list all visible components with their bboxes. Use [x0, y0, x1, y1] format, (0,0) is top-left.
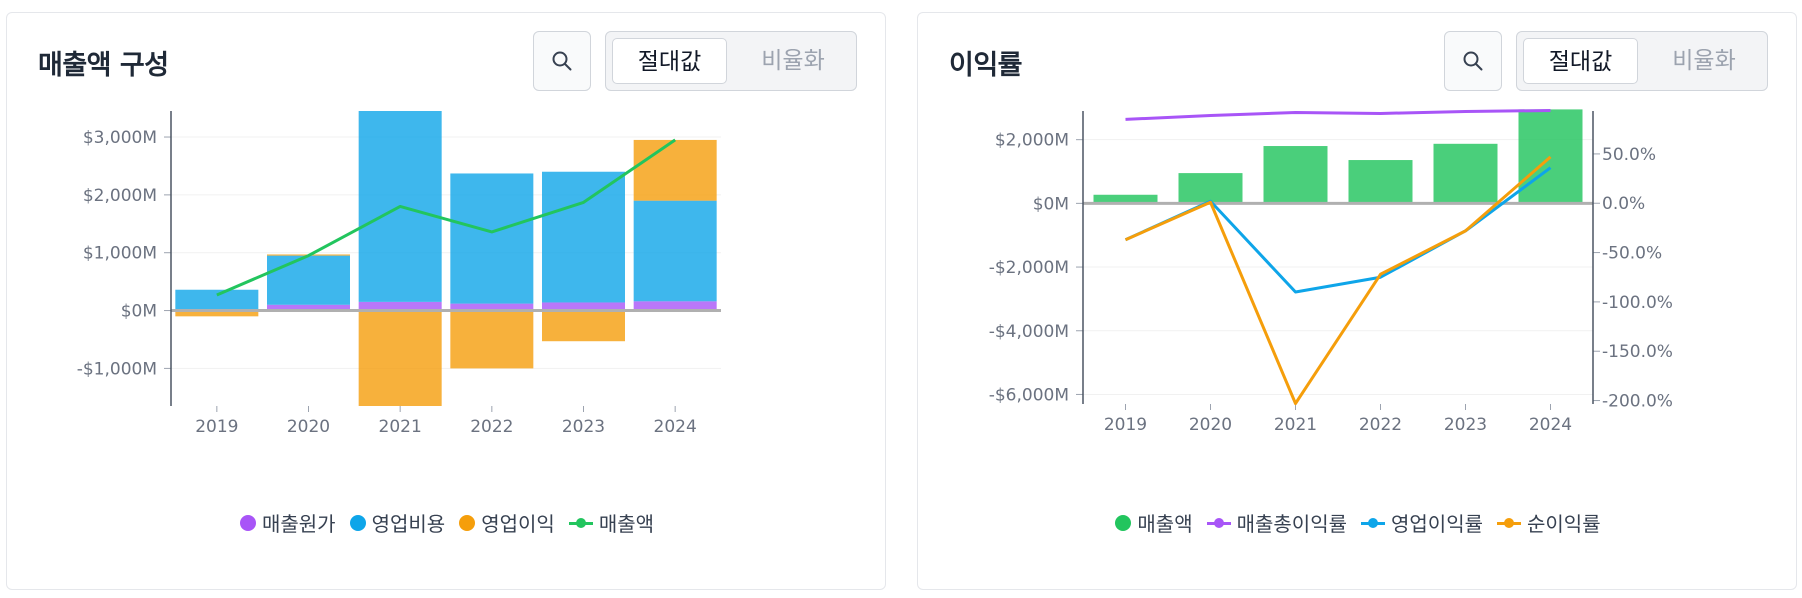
legend-label: 매출액	[598, 512, 655, 536]
search-icon	[552, 51, 572, 71]
legend-marker	[349, 514, 366, 531]
bar-segment	[267, 255, 350, 305]
bar	[1178, 173, 1243, 204]
y2-tick-label: -200.0%	[1602, 392, 1673, 412]
legend-item[interactable]: 매출원가	[239, 508, 336, 537]
legend-marker	[459, 514, 476, 531]
absolute-ratio-toggle: 절대값 비율화	[605, 31, 857, 91]
legend-label: 영업이익률	[1391, 512, 1483, 536]
legend-item[interactable]: 매출총이익률	[1206, 508, 1347, 537]
x-tick-label: 2023	[1444, 415, 1487, 435]
y2-tick-label: -100.0%	[1602, 293, 1673, 313]
chart-legend: 매출원가 영업비용 영업이익 매출액	[7, 508, 887, 537]
line-series	[1125, 109, 1551, 121]
card-title: 매출액 구성	[38, 50, 169, 81]
x-tick-label: 2024	[654, 417, 697, 437]
legend-label: 순이익률	[1527, 512, 1601, 536]
legend-label: 영업이익	[481, 512, 555, 536]
legend-marker	[1206, 515, 1231, 531]
line-series	[216, 138, 677, 297]
legend-label: 매출총이익률	[1236, 512, 1347, 536]
x-tick-label: 2022	[1359, 415, 1402, 435]
bar-segment	[542, 302, 625, 311]
bar	[1518, 109, 1583, 204]
zoom-search-button[interactable]	[1444, 31, 1502, 91]
bar-segment	[450, 310, 534, 369]
y-tick-label: $0M	[1033, 194, 1069, 214]
bar	[1433, 143, 1498, 204]
legend-marker	[1497, 515, 1521, 531]
y2-tick-label: 50.0%	[1602, 145, 1656, 165]
bar	[1263, 146, 1328, 204]
y-tick-label: -$2,000M	[989, 258, 1069, 278]
zoom-search-button[interactable]	[533, 31, 591, 91]
legend-item[interactable]: 순이익률	[1497, 508, 1601, 537]
search-icon	[1463, 51, 1483, 71]
bar-segment	[175, 310, 259, 317]
legend-marker	[1115, 514, 1132, 531]
absolute-toggle-button[interactable]: 절대값	[1523, 38, 1638, 84]
bar-segment	[542, 310, 625, 342]
x-tick-label: 2020	[1189, 415, 1232, 435]
card-title: 이익률	[949, 50, 1023, 81]
bar-segment	[542, 171, 625, 303]
bar-segment	[633, 139, 717, 201]
revenue-composition-chart: -$1,000M $0M $1,000M $2,000M $3,000M 2019 2020…	[77, 111, 721, 437]
bar-segment	[358, 301, 442, 311]
y2-tick-label: 0.0%	[1602, 194, 1645, 214]
legend-item[interactable]: 영업이익률	[1361, 508, 1483, 537]
absolute-ratio-toggle: 절대값 비율화	[1516, 31, 1768, 91]
legend-marker	[1361, 515, 1385, 531]
ratio-toggle-button[interactable]: 비율화	[761, 48, 825, 74]
y-tick-label: $2,000M	[83, 186, 157, 206]
revenue-composition-card: 매출액 구성 절대값 비율화 -$1,000M $0M $1,000M $2,000M…	[6, 12, 886, 590]
bar-segment	[175, 289, 259, 310]
legend-item[interactable]: 영업비용	[349, 508, 446, 537]
bar-segment	[267, 304, 350, 311]
y-tick-label: -$6,000M	[989, 385, 1069, 405]
legend-item[interactable]: 영업이익	[459, 508, 555, 537]
legend-item[interactable]: 매출액	[568, 508, 655, 537]
y-tick-label: $2,000M	[995, 131, 1069, 151]
bar-segment	[358, 310, 442, 406]
legend-label: 매출액	[1137, 512, 1193, 536]
ratio-toggle-button[interactable]: 비율화	[1672, 48, 1736, 74]
y2-tick-label: -150.0%	[1602, 342, 1673, 362]
profit-margin-card: 이익률 절대값 비율화 -$6,000M -$4,000M -$2,000M $0M $…	[917, 12, 1797, 590]
bar	[1348, 160, 1413, 204]
y-tick-label: -$1,000M	[77, 359, 157, 379]
x-tick-label: 2019	[1104, 415, 1147, 435]
legend-label: 매출원가	[261, 512, 336, 536]
y-tick-label: $3,000M	[83, 128, 157, 148]
x-tick-label: 2022	[470, 417, 513, 437]
x-tick-label: 2019	[195, 417, 238, 437]
bar	[1093, 194, 1158, 204]
absolute-toggle-button[interactable]: 절대값	[612, 38, 727, 84]
chart-legend: 매출액 매출총이익률 영업이익률 순이익률	[918, 508, 1798, 537]
y2-tick-label: -50.0%	[1602, 244, 1662, 264]
y-tick-label: $1,000M	[83, 244, 157, 264]
y-tick-label: $0M	[121, 302, 157, 322]
bar-segment	[450, 173, 534, 304]
y-tick-label: -$4,000M	[989, 322, 1069, 342]
legend-marker	[239, 514, 256, 531]
line-series	[1124, 155, 1552, 406]
x-tick-label: 2024	[1529, 415, 1572, 435]
legend-marker	[568, 515, 593, 531]
profit-margin-chart: -$6,000M -$4,000M -$2,000M $0M $2,000M -200.0…	[989, 109, 1673, 435]
bar-segment	[450, 303, 534, 311]
legend-label: 영업비용	[371, 512, 446, 536]
bar-segment	[633, 301, 717, 311]
x-tick-label: 2021	[1274, 415, 1317, 435]
x-tick-label: 2023	[562, 417, 605, 437]
x-tick-label: 2021	[379, 417, 422, 437]
legend-item[interactable]: 매출액	[1115, 508, 1193, 537]
x-tick-label: 2020	[287, 417, 330, 437]
bar-segment	[633, 200, 717, 302]
